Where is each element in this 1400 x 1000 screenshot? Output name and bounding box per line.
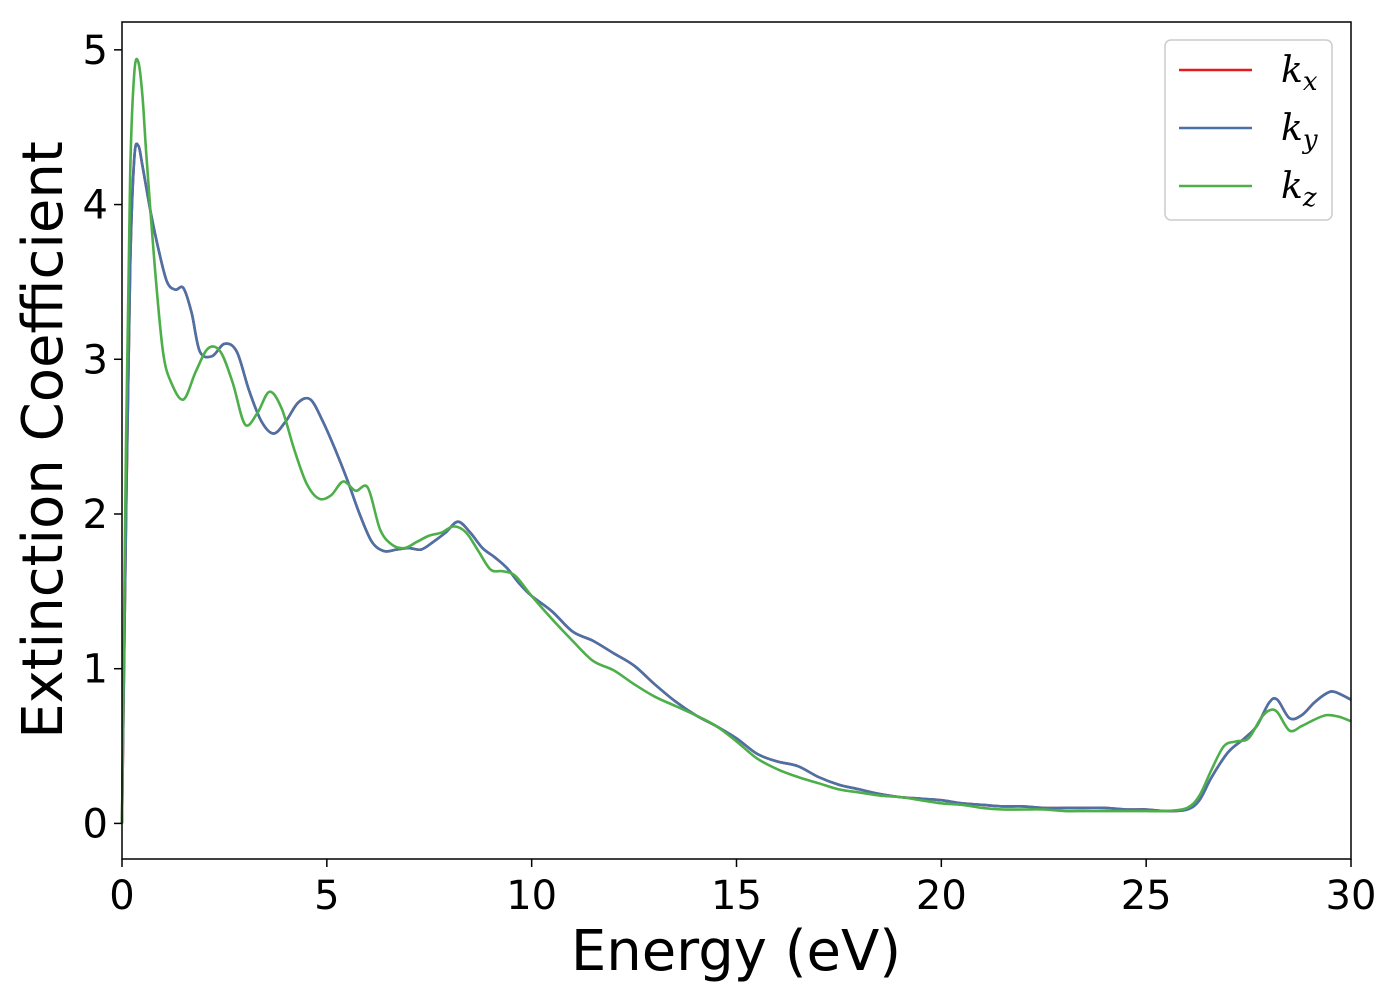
x-tick-label: 0	[109, 873, 134, 919]
y-tick-label: 5	[83, 28, 108, 74]
plot-area	[122, 22, 1351, 859]
x-tick-label: 5	[314, 873, 339, 919]
x-tick-label: 30	[1326, 873, 1377, 919]
y-tick-label: 4	[83, 183, 108, 229]
legend-label-kx: kx	[1281, 50, 1318, 97]
x-tick-label: 25	[1121, 873, 1172, 919]
legend-label-ky: ky	[1281, 108, 1318, 155]
x-tick-label: 20	[916, 873, 967, 919]
series-layer	[120, 57, 1352, 824]
series-line-kz	[120, 57, 1352, 824]
legend: kx ky kz	[1164, 39, 1333, 221]
legend-box	[1164, 39, 1333, 221]
x-axis: 0 5 10 15 20 25 30	[109, 859, 1376, 919]
y-tick-label: 3	[83, 337, 108, 383]
y-axis-title: Extinction Coefficient	[11, 141, 76, 739]
x-tick-label: 10	[506, 873, 557, 919]
y-tick-label: 1	[83, 647, 108, 693]
x-axis-title: Energy (eV)	[571, 919, 901, 984]
y-tick-label: 2	[83, 492, 108, 538]
x-tick-label: 15	[711, 873, 762, 919]
legend-label-kz: kz	[1281, 166, 1317, 213]
y-axis: 0 1 2 3 4 5	[83, 28, 122, 847]
y-tick-label: 0	[83, 801, 108, 847]
